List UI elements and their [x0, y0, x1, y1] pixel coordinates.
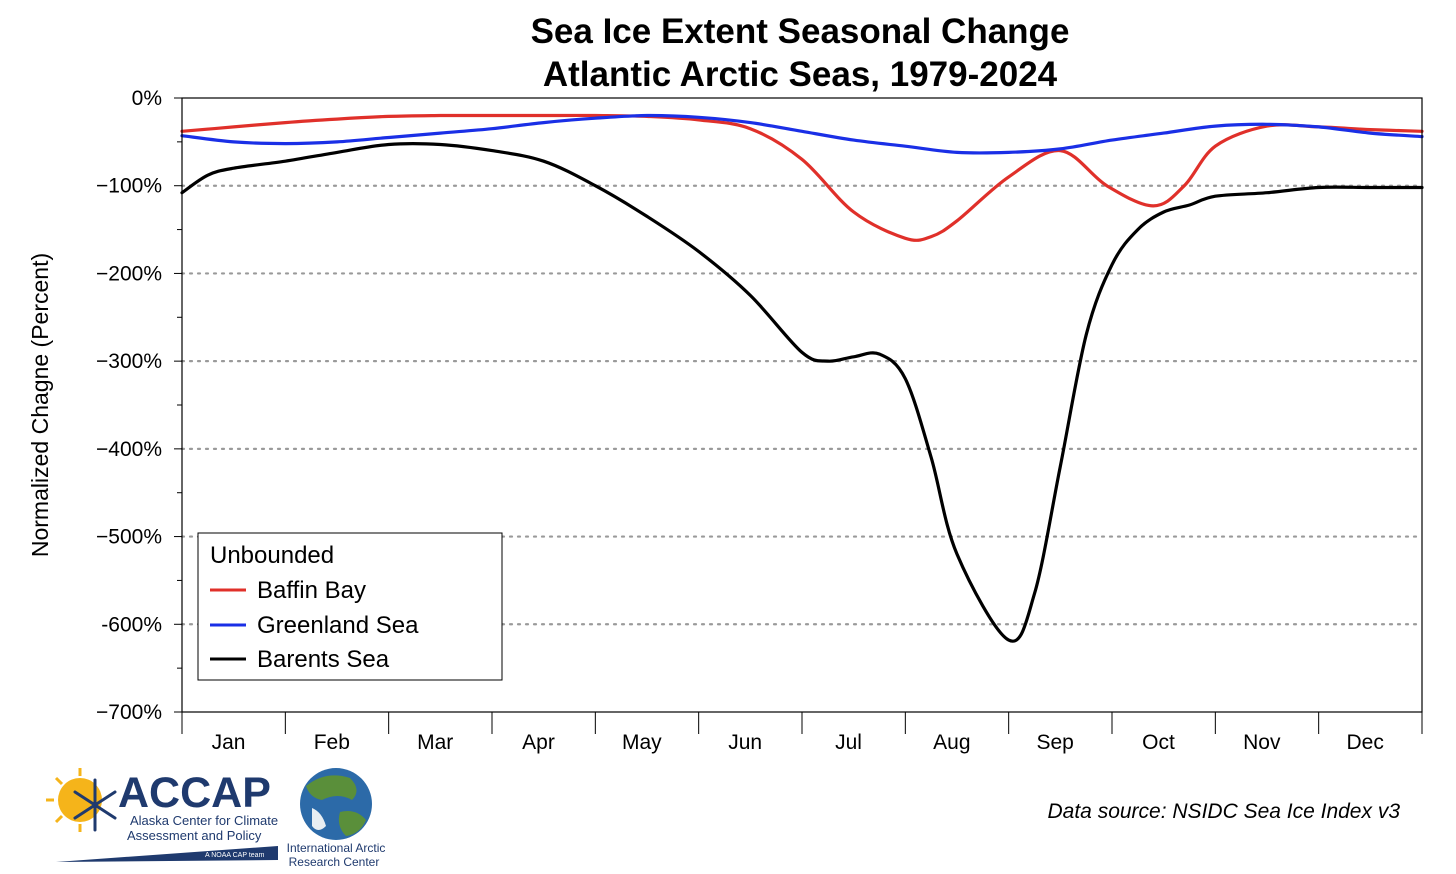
- legend-box: [197, 532, 503, 681]
- iarc-logo: International Arctic Research Center: [287, 768, 386, 869]
- x-tick-label: Nov: [1243, 731, 1281, 754]
- y-tick-label: −100%: [96, 175, 162, 198]
- legend: Unbounded Baffin Bay Greenland Sea Baren…: [197, 532, 503, 681]
- chart-title: Sea Ice Extent Seasonal Change: [531, 12, 1070, 51]
- accap-logo: ACCAP Alaska Center for Climate Assessme…: [46, 768, 278, 862]
- accap-banner: [56, 846, 278, 862]
- data-source: Data source: NSIDC Sea Ice Index v3: [1048, 800, 1401, 823]
- series-layer: [180, 113, 1424, 643]
- y-tick-label: −500%: [96, 526, 162, 549]
- iarc-line2: Research Center: [289, 855, 380, 869]
- x-tick-label: Oct: [1142, 731, 1175, 754]
- legend-label-greenland-sea: Greenland Sea: [257, 612, 419, 639]
- series-line-barents-sea: [180, 142, 1424, 643]
- x-tick-label: Jun: [728, 731, 762, 754]
- legend-title: Unbounded: [210, 542, 334, 569]
- sun-snowflake-icon: [46, 768, 117, 832]
- x-tick-label: Mar: [417, 731, 453, 754]
- iarc-line1: International Arctic: [287, 841, 386, 855]
- x-tick-label: Sep: [1036, 731, 1073, 754]
- x-tick-label: Aug: [933, 731, 970, 754]
- y-tick-label: −300%: [96, 350, 162, 373]
- series-line-baffin-bay: [180, 113, 1424, 242]
- x-tick-label: Dec: [1346, 731, 1383, 754]
- legend-label-baffin-bay: Baffin Bay: [257, 577, 366, 604]
- y-tick-label: -600%: [101, 613, 162, 636]
- gridlines: [180, 184, 1424, 626]
- chart-subtitle: Atlantic Arctic Seas, 1979-2024: [543, 55, 1058, 94]
- accap-name: ACCAP: [118, 769, 271, 817]
- globe-icon: [300, 768, 372, 840]
- series-line-greenland-sea: [180, 113, 1424, 155]
- x-axis-ticks: Jan Feb Mar Apr May Jun Jul Aug Sep Oct Nov Dec: [181, 712, 1423, 754]
- y-tick-label: 0%: [132, 87, 162, 110]
- y-tick-label: −700%: [96, 701, 162, 724]
- x-tick-label: Jul: [835, 731, 862, 754]
- accap-line2: Assessment and Policy: [127, 828, 262, 843]
- legend-label-barents-sea: Barents Sea: [257, 646, 390, 673]
- accap-line1: Alaska Center for Climate: [130, 813, 278, 828]
- x-tick-label: Jan: [212, 731, 246, 754]
- accap-tag: A NOAA CAP team: [205, 852, 265, 859]
- y-axis-ticks: 0% −100% −200% −300% −400% −500% -600% −700%: [96, 87, 182, 724]
- y-tick-label: −400%: [96, 438, 162, 461]
- x-tick-label: Apr: [522, 731, 555, 754]
- x-tick-label: Feb: [314, 731, 350, 754]
- x-tick-label: May: [622, 731, 662, 754]
- y-tick-label: −200%: [96, 262, 162, 285]
- y-axis-label: Normalized Chagne (Percent): [27, 253, 53, 557]
